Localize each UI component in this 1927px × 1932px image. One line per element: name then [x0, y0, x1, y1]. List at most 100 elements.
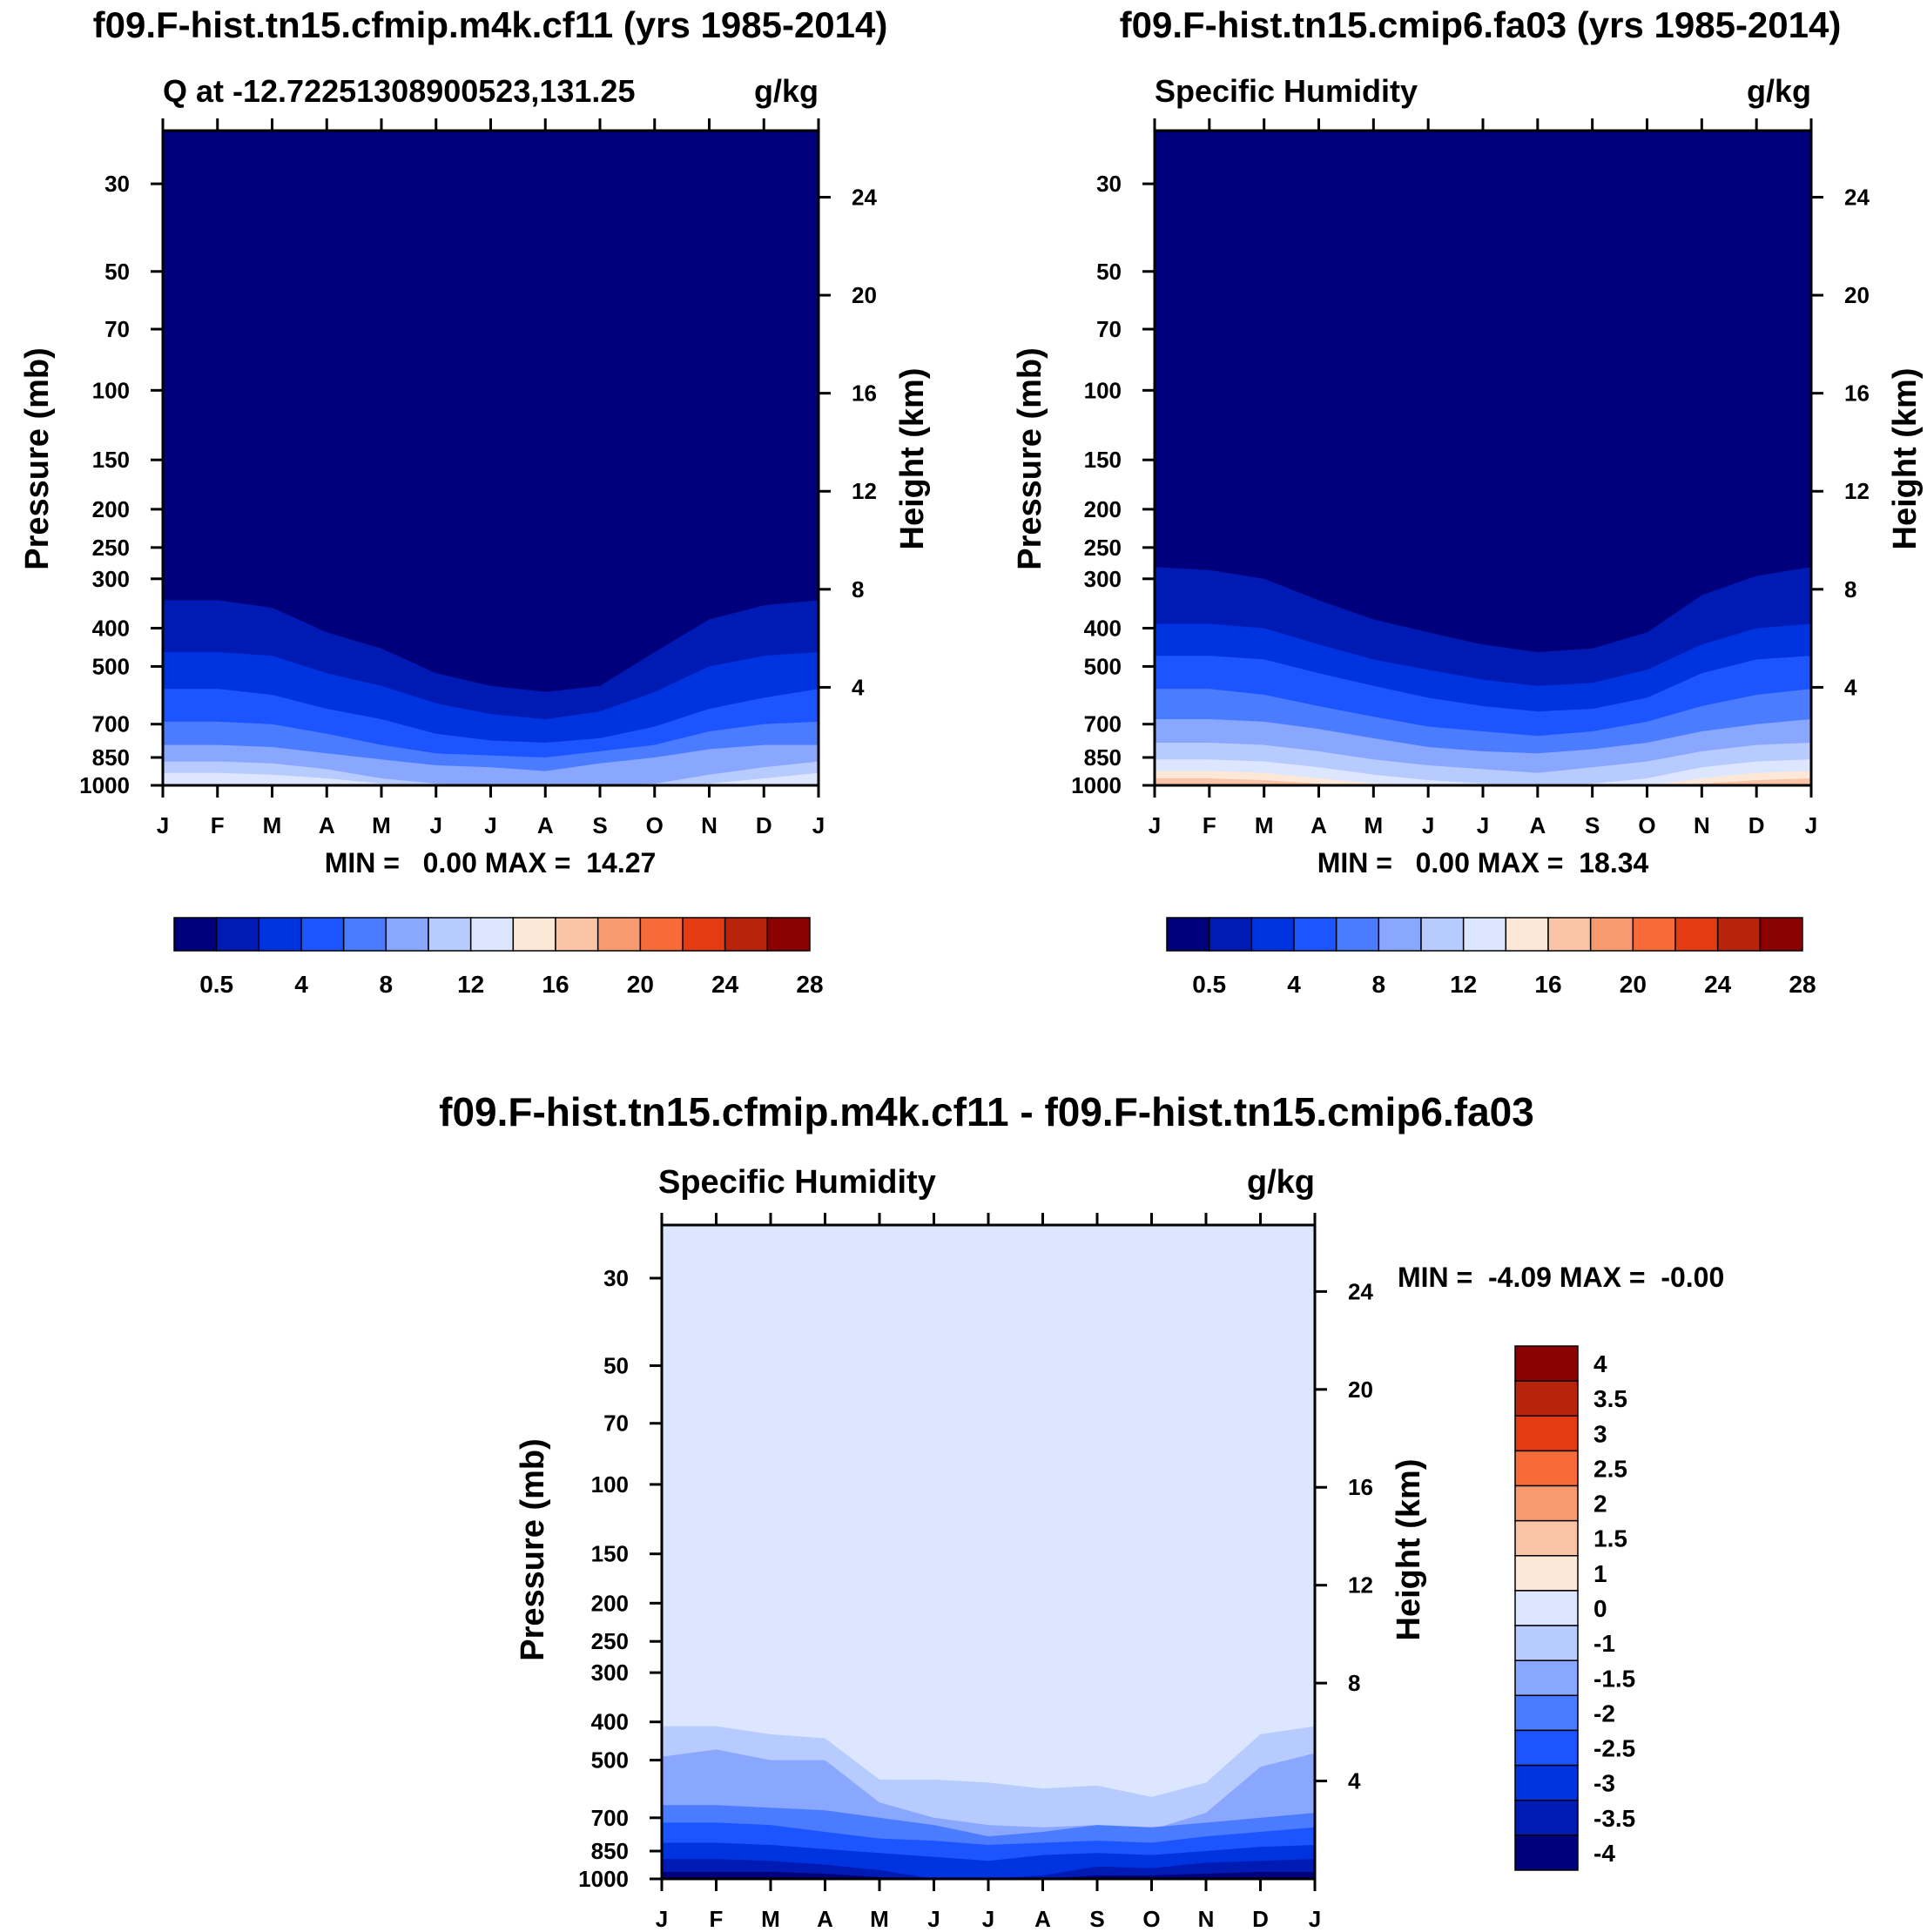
- y-tick-label: 30: [1096, 171, 1122, 197]
- y2-tick-label: 20: [852, 282, 877, 308]
- colorbar-swatch: [1514, 1590, 1579, 1626]
- contour-plot: J F M A M J J A S O N D J 30 50 70 100 150 200 250 300 400 500…: [1071, 118, 1870, 838]
- y2-axis-label: Height (km): [1391, 1459, 1427, 1641]
- y-tick-label: 250: [92, 535, 130, 561]
- colorbar-swatch: [1716, 917, 1762, 952]
- x-tick-label: J: [1477, 812, 1489, 838]
- left-subtitle: Specific Humidity: [658, 1164, 936, 1201]
- colorbar-swatch: [639, 917, 684, 952]
- colorbar-swatch: [1514, 1625, 1579, 1661]
- colorbar-swatch: [1514, 1484, 1579, 1522]
- contour-band: [662, 1872, 1315, 1879]
- y2-tick-label: 16: [852, 380, 877, 407]
- colorbar-swatch: [1208, 917, 1253, 952]
- colorbar-label: 12: [457, 971, 484, 998]
- x-tick-label: J: [1422, 812, 1434, 838]
- y-tick-label: 700: [1084, 711, 1122, 737]
- x-tick-label: A: [319, 812, 335, 838]
- y-tick-label: 400: [1084, 615, 1122, 641]
- colorbar-swatch: [1514, 1415, 1579, 1452]
- colorbar-label: 3: [1593, 1420, 1607, 1447]
- colorbar-swatch: [1250, 917, 1295, 952]
- x-tick-label: M: [372, 812, 391, 838]
- colorbar-swatch: [342, 917, 387, 952]
- x-tick-label: F: [1203, 812, 1216, 838]
- contour-band: [1155, 771, 1811, 785]
- colorbar-swatch: [469, 917, 515, 952]
- y-tick-label: 50: [104, 259, 130, 285]
- colorbar-label: 1: [1593, 1560, 1607, 1587]
- x-tick-label: J: [430, 812, 442, 838]
- colorbar-swatch: [215, 917, 260, 952]
- colorbar-label: 0.5: [199, 971, 233, 998]
- y-tick-label: 850: [1084, 744, 1122, 771]
- colorbar-swatch: [1514, 1694, 1579, 1732]
- x-tick-label: D: [1252, 1906, 1269, 1932]
- y2-axis-label: Height (km): [1887, 368, 1924, 550]
- y-tick-label: 200: [92, 496, 130, 522]
- colorbar-label: -3.5: [1593, 1805, 1635, 1832]
- contour-plot: J F M A M J J A S O N D J 30 50 70 100 150 200 250 300 400 500…: [79, 118, 877, 838]
- y2-tick-label: 8: [1844, 576, 1856, 602]
- y-tick-label: 100: [591, 1471, 629, 1498]
- x-tick-label: A: [537, 812, 554, 838]
- panel-title: f09.F-hist.tn15.cmip6.fa03 (yrs 1985-201…: [1120, 4, 1842, 45]
- colorbar: 0.5 4 8 12 16 20 24 28: [1166, 917, 1816, 998]
- colorbar-swatch: [385, 917, 429, 952]
- y-tick-label: 850: [591, 1838, 629, 1864]
- colorbar-swatch: [1514, 1450, 1579, 1487]
- y-tick-label: 700: [92, 711, 130, 737]
- y-tick-label: 1000: [1071, 772, 1122, 798]
- y2-tick-label: 12: [852, 478, 877, 504]
- y-axis-label: Pressure (mb): [19, 347, 56, 570]
- colorbar-swatch: [1514, 1764, 1579, 1801]
- colorbar-swatch: [173, 917, 218, 952]
- y-tick-label: 50: [603, 1353, 629, 1379]
- right-subtitle: g/kg: [1247, 1164, 1315, 1201]
- colorbar-label: 3.5: [1593, 1385, 1627, 1412]
- colorbar-swatch: [1632, 917, 1676, 952]
- colorbar-label: -2.5: [1593, 1735, 1635, 1762]
- colorbar-label: -4: [1593, 1840, 1615, 1867]
- colorbar-swatch: [1514, 1799, 1579, 1836]
- y2-tick-label: 24: [852, 184, 877, 210]
- colorbar-label: -3: [1593, 1770, 1615, 1797]
- y2-tick-label: 24: [1348, 1278, 1373, 1304]
- x-tick-label: M: [870, 1906, 889, 1932]
- colorbar-swatch: [1505, 917, 1549, 952]
- colorbar-swatch: [1514, 1834, 1579, 1871]
- y2-tick-label: 8: [852, 576, 864, 602]
- colorbar-swatch: [766, 917, 811, 952]
- y-tick-label: 150: [1084, 447, 1122, 473]
- y-tick-label: 1000: [578, 1866, 629, 1892]
- colorbar: 0.5 4 8 12 16 20 24 28: [173, 917, 824, 998]
- colorbar-label: 4: [1287, 971, 1301, 998]
- contour-band: [1155, 778, 1811, 785]
- y2-tick-label: 8: [1348, 1670, 1360, 1696]
- x-tick-label: O: [1638, 812, 1655, 838]
- y2-tick-label: 12: [1348, 1572, 1373, 1599]
- colorbar-label: 2: [1593, 1491, 1607, 1518]
- y-tick-label: 250: [591, 1628, 629, 1654]
- y-tick-label: 300: [92, 566, 130, 592]
- x-tick-label: J: [812, 812, 825, 838]
- colorbar-label: 24: [1704, 971, 1732, 998]
- y-tick-label: 300: [591, 1659, 629, 1686]
- x-tick-label: S: [1585, 812, 1600, 838]
- x-tick-label: J: [1309, 1906, 1321, 1932]
- colorbar-swatch: [1514, 1659, 1579, 1697]
- colorbar-swatch: [682, 917, 726, 952]
- colorbar: 4 3.5 3 2.5 2 1.5 1 0 -1 -1.5 -2 -2.5 -3 -3.5 -4: [1514, 1345, 1635, 1871]
- colorbar-swatch: [1589, 917, 1634, 952]
- colorbar-label: 4: [294, 971, 308, 998]
- y-tick-label: 50: [1096, 259, 1122, 285]
- colorbar-label: 2.5: [1593, 1455, 1627, 1482]
- y-tick-label: 500: [92, 653, 130, 679]
- y-tick-label: 70: [603, 1410, 629, 1437]
- colorbar-label: 1.5: [1593, 1525, 1627, 1552]
- colorbar-label: 0.5: [1192, 971, 1226, 998]
- colorbar-swatch: [258, 917, 302, 952]
- y-tick-label: 100: [1084, 377, 1122, 403]
- colorbar-swatch: [1674, 917, 1719, 952]
